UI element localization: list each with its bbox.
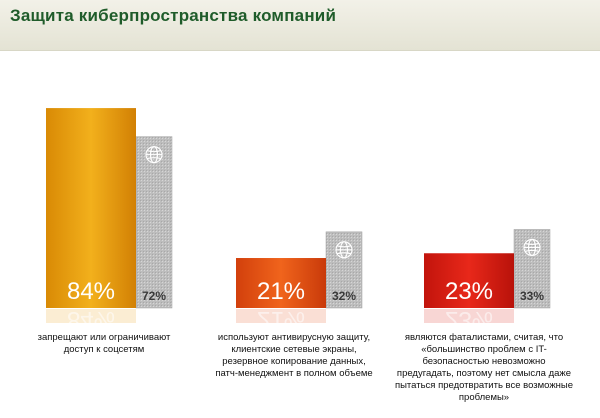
data-label-main-3: 23% xyxy=(445,278,493,305)
data-label-secondary-2: 32% xyxy=(332,289,356,303)
bar-main-2 xyxy=(236,258,326,308)
page-title: Защита киберпространства компаний xyxy=(10,6,337,25)
bar-secondary-3 xyxy=(513,229,551,309)
category-caption-1: запрещают или ограничивают доступ к соцсе… xyxy=(14,332,194,356)
category-caption-2: используют антивирусную защиту, клиентски… xyxy=(204,332,384,380)
bar-main-3 xyxy=(424,253,514,308)
data-label-main-2: 21% xyxy=(257,278,305,305)
data-label-secondary-3: 33% xyxy=(520,289,544,303)
bar-main-reflection-2 xyxy=(236,309,326,323)
caption-line: пытаться предотвратить все возможные xyxy=(394,380,574,391)
bar-main-reflection-1 xyxy=(46,309,136,323)
caption-line: предугадать, поэтому нет смысла даже xyxy=(396,368,572,379)
caption-line: проблемы» xyxy=(458,392,510,403)
caption-line: запрещают или ограничивают xyxy=(37,332,171,343)
caption-line: являются фаталистами, считая, что xyxy=(404,332,564,343)
caption-line: безопасностью невозможно xyxy=(422,356,546,367)
bar-secondary-1 xyxy=(135,136,173,309)
globe-icon xyxy=(145,146,163,164)
caption-line: клиентские сетевые экраны, xyxy=(231,344,357,355)
caption-line: патч-менеджмент в полном объеме xyxy=(215,368,373,379)
globe-icon xyxy=(335,241,353,259)
data-label-reflection-2: 21% xyxy=(257,306,305,333)
data-label-reflection-3: 23% xyxy=(445,306,493,333)
caption-line: доступ к соцсетям xyxy=(63,344,145,355)
bar-main-reflection-3 xyxy=(424,309,514,323)
data-label-secondary-1: 72% xyxy=(142,289,166,303)
caption-line: используют антивирусную защиту, xyxy=(217,332,371,343)
data-label-main-1: 84% xyxy=(67,278,115,305)
caption-line: «большинство проблем с IT- xyxy=(421,344,547,355)
data-label-reflection-1: 84% xyxy=(67,306,115,333)
category-caption-3: являются фаталистами, считая, что «больши… xyxy=(394,332,574,404)
header-bar: Защита киберпространства компаний xyxy=(0,0,600,51)
globe-icon xyxy=(523,238,541,257)
bar-main-1 xyxy=(46,108,136,308)
caption-line: резервное копирование данных, xyxy=(222,356,366,367)
